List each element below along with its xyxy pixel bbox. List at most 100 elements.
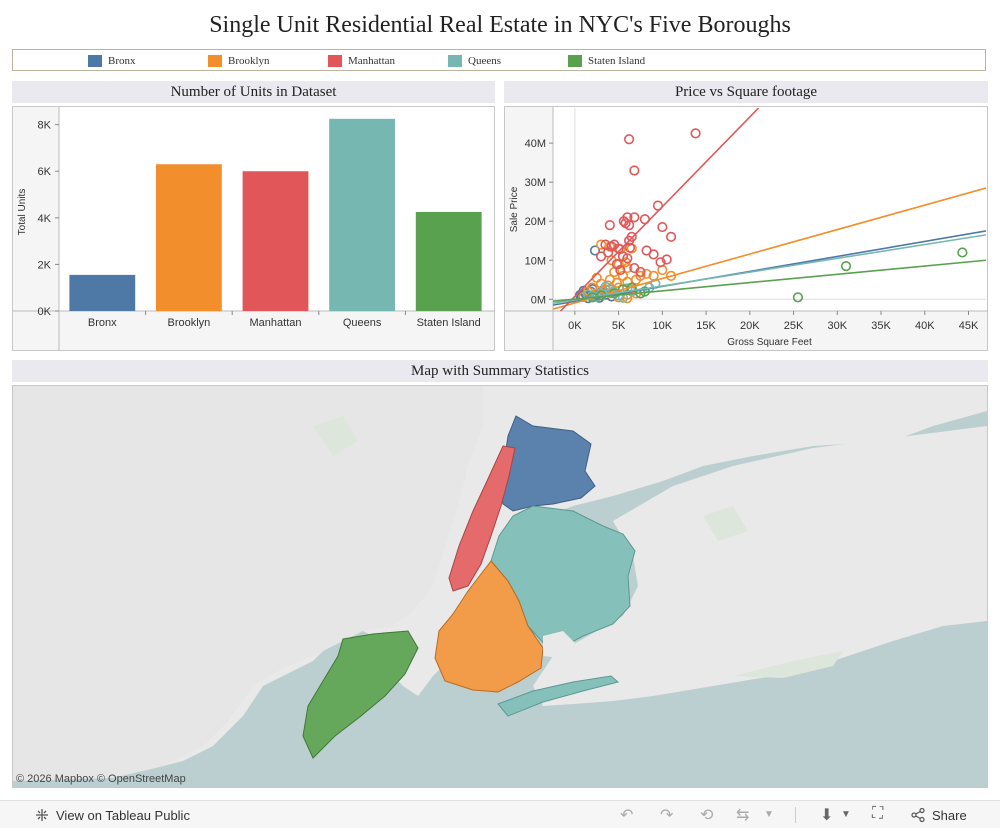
point-staten-island[interactable] — [792, 292, 804, 303]
point-brooklyn[interactable] — [641, 268, 652, 280]
legend-label: Manhattan — [348, 55, 396, 67]
point-manhattan[interactable] — [624, 220, 635, 231]
share-icon — [911, 807, 925, 823]
legend-item-bronx[interactable]: Bronx — [88, 54, 136, 68]
scatter-chart-title: Price vs Square footage — [504, 81, 988, 103]
legend-label: Staten Island — [588, 55, 646, 67]
borough-staten-island[interactable] — [302, 630, 419, 759]
point-manhattan[interactable] — [635, 266, 646, 278]
chevron-down-icon[interactable]: ▼ — [841, 809, 851, 820]
point-manhattan[interactable] — [652, 200, 664, 211]
point-manhattan[interactable] — [596, 251, 607, 262]
x-tick-label: 5K — [612, 320, 626, 332]
redo-icon[interactable]: ↷ — [660, 807, 674, 824]
bar-queens[interactable] — [329, 118, 396, 311]
chevron-down-icon[interactable]: ▼ — [764, 809, 774, 820]
point-manhattan[interactable] — [624, 134, 635, 145]
plot-area — [553, 108, 986, 319]
point-staten-island[interactable] — [840, 261, 852, 272]
x-axis-area — [13, 311, 494, 350]
x-tick-label: Manhattan — [250, 317, 302, 329]
bar-brooklyn[interactable] — [155, 164, 222, 311]
map-attribution[interactable]: © 2026 Mapbox © OpenStreetMap — [16, 773, 186, 785]
point-manhattan[interactable] — [661, 254, 672, 265]
legend-item-queens[interactable]: Queens — [448, 54, 501, 68]
bar-bronx[interactable] — [69, 274, 136, 311]
point-manhattan[interactable] — [690, 128, 701, 139]
bar-staten-island[interactable] — [415, 212, 482, 311]
trend-line-bronx[interactable] — [553, 230, 986, 306]
point-manhattan[interactable] — [629, 212, 640, 223]
point-staten-island[interactable] — [957, 247, 968, 258]
trend-line-manhattan[interactable] — [553, 108, 760, 319]
point-queens[interactable] — [600, 281, 611, 292]
map-title: Map with Summary Statistics — [12, 360, 988, 382]
bar-manhattan[interactable] — [242, 171, 309, 311]
x-tick-label: 35K — [871, 320, 891, 332]
x-axis-area — [505, 311, 987, 350]
point-brooklyn[interactable] — [622, 262, 633, 274]
share-button[interactable]: Share — [910, 807, 967, 823]
point-manhattan[interactable] — [624, 242, 636, 253]
tableau-logo-icon — [36, 809, 48, 821]
share-label: Share — [932, 807, 967, 823]
undo-icon[interactable]: ↶ — [620, 807, 634, 824]
park-patch — [733, 651, 843, 678]
legend-label: Bronx — [108, 55, 136, 67]
trend-line-brooklyn[interactable] — [553, 187, 986, 310]
borough-map[interactable]: © 2026 Mapbox © OpenStreetMap — [12, 385, 988, 788]
revert-icon[interactable]: ⟲ — [700, 807, 714, 824]
point-manhattan[interactable] — [613, 243, 624, 254]
point-manhattan[interactable] — [604, 220, 615, 231]
legend-swatch — [88, 55, 102, 67]
refresh-icon[interactable]: ⇆ — [736, 807, 750, 824]
legend-item-manhattan[interactable]: Manhattan — [328, 54, 395, 68]
color-legend: Bronx Brooklyn Manhattan Queens Staten I… — [12, 49, 986, 71]
point-manhattan[interactable] — [615, 264, 626, 276]
legend-item-brooklyn[interactable]: Brooklyn — [208, 54, 270, 68]
x-tick-label: Bronx — [88, 317, 117, 329]
point-manhattan[interactable] — [665, 231, 677, 242]
legend-swatch — [328, 55, 342, 67]
trend-line-staten-island[interactable] — [553, 259, 986, 303]
x-axis-label: Gross Square Feet — [727, 337, 812, 348]
point-brooklyn[interactable] — [635, 270, 646, 281]
fullscreen-icon[interactable]: ⛶ — [872, 805, 884, 822]
borough-brooklyn[interactable] — [434, 560, 544, 693]
point-manhattan[interactable] — [622, 253, 633, 264]
y-tick-label: 4K — [38, 213, 52, 225]
point-manhattan[interactable] — [655, 257, 666, 268]
view-label: View on Tableau Public — [56, 807, 190, 823]
park-patch — [703, 506, 748, 541]
download-icon[interactable]: ⬇ — [820, 807, 834, 824]
y-axis-area — [505, 107, 553, 350]
y-tick-label: 0M — [531, 294, 546, 306]
x-tick-label: 15K — [696, 320, 716, 332]
point-manhattan[interactable] — [648, 249, 659, 260]
legend-item-staten-island[interactable]: Staten Island — [568, 54, 645, 68]
bar-chart-title: Number of Units in Dataset — [12, 81, 495, 103]
borough-queens-rockaway[interactable] — [497, 675, 620, 717]
point-brooklyn[interactable] — [611, 277, 622, 288]
y-tick-label: 2K — [38, 259, 52, 271]
y-tick-label: 30M — [525, 177, 546, 189]
y-tick-label: 40M — [525, 138, 546, 150]
point-manhattan[interactable] — [629, 165, 640, 176]
scatter-chart: Sale Price Gross Square Feet 0M 10M 20M 30M 40… — [505, 107, 987, 350]
point-bronx[interactable] — [589, 245, 601, 256]
map-canvas[interactable] — [13, 386, 987, 787]
borough-manhattan[interactable] — [448, 445, 516, 592]
x-tick-label: 45K — [959, 320, 979, 332]
legend-swatch — [208, 55, 222, 67]
x-tick-label: 0K — [568, 320, 582, 332]
point-manhattan[interactable] — [624, 235, 635, 246]
point-brooklyn[interactable] — [665, 270, 677, 281]
legend-swatch — [568, 55, 582, 67]
point-manhattan[interactable] — [657, 221, 668, 233]
x-tick-label: 20K — [740, 320, 760, 332]
legend-label: Queens — [468, 55, 501, 67]
x-tick-label: Brooklyn — [168, 317, 211, 329]
view-on-tableau-public-link[interactable]: View on Tableau Public — [34, 807, 190, 823]
x-tick-label: 30K — [828, 320, 848, 332]
trend-line-queens[interactable] — [553, 234, 986, 304]
